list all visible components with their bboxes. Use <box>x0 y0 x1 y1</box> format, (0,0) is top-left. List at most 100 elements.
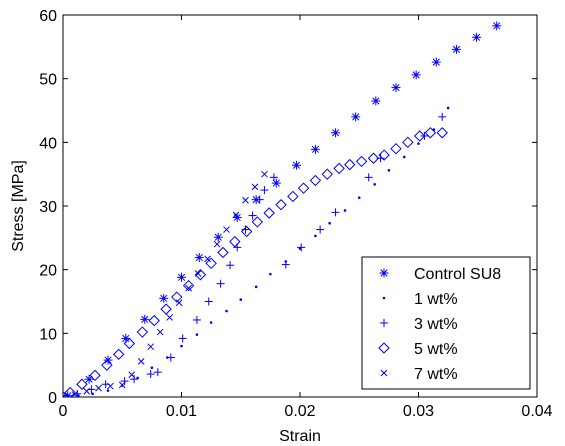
data-point <box>271 178 281 188</box>
data-point <box>402 136 414 149</box>
y-tick-label: 50 <box>39 72 57 89</box>
y-tick-label: 0 <box>48 390 57 407</box>
data-point <box>175 299 183 307</box>
data-point <box>225 309 228 313</box>
data-point <box>451 44 461 54</box>
data-point <box>240 225 253 238</box>
x-tick-label: 0.02 <box>284 403 315 420</box>
legend-label: 1 wt% <box>414 291 458 308</box>
data-point <box>436 127 448 139</box>
data-point <box>291 160 301 170</box>
data-point <box>316 225 325 234</box>
data-point <box>156 328 164 336</box>
data-point <box>136 376 139 380</box>
data-point <box>232 211 240 219</box>
data-point <box>229 235 241 248</box>
data-point <box>390 142 402 155</box>
data-point <box>446 106 450 110</box>
data-point <box>417 142 420 145</box>
data-point <box>77 394 80 397</box>
data-point <box>248 211 257 220</box>
data-point <box>287 190 299 203</box>
data-point <box>411 70 421 80</box>
data-point <box>260 186 269 195</box>
legend-marker <box>380 319 388 327</box>
data-point <box>136 326 149 338</box>
data-point <box>226 261 235 270</box>
x-tick-label: 0.01 <box>166 403 197 420</box>
series-diamond <box>63 127 448 397</box>
data-point <box>166 314 174 321</box>
data-point <box>387 169 391 172</box>
data-point <box>321 168 333 180</box>
data-point <box>314 234 317 238</box>
legend-marker <box>382 296 386 300</box>
data-point <box>239 298 243 301</box>
data-point <box>205 257 217 270</box>
y-tick-label: 30 <box>39 199 57 216</box>
data-point <box>153 368 162 377</box>
data-point <box>351 112 361 122</box>
axis-tick-labels: 0 0.01 0.02 0.03 0.04 0 10 20 30 40 50 60 <box>39 8 552 420</box>
data-point <box>83 387 91 395</box>
data-point <box>213 232 223 242</box>
data-point <box>364 173 373 182</box>
data-point <box>64 386 76 397</box>
data-point <box>103 355 113 365</box>
y-tick-label: 20 <box>39 263 57 280</box>
data-point <box>178 334 187 343</box>
legend-label: 7 wt% <box>414 366 458 383</box>
series-plus <box>63 112 447 397</box>
data-point <box>166 353 175 362</box>
legend-box <box>361 256 531 390</box>
legend-label: Control SU8 <box>414 266 501 283</box>
data-point <box>137 357 145 365</box>
data-point <box>275 199 287 211</box>
data-point <box>89 369 101 382</box>
data-point <box>182 279 195 292</box>
series-x <box>63 170 268 397</box>
data-point <box>171 291 183 303</box>
data-point <box>204 255 211 263</box>
data-point <box>213 240 221 248</box>
data-point <box>241 225 250 234</box>
x-tick-label: 0.03 <box>403 403 434 420</box>
data-point <box>147 343 155 351</box>
data-point <box>297 243 306 252</box>
data-point <box>492 21 502 31</box>
data-point <box>204 297 213 306</box>
data-point <box>159 293 169 303</box>
data-point <box>185 284 192 292</box>
legend-label: 5 wt% <box>414 341 458 358</box>
data-point <box>118 381 126 389</box>
data-point <box>402 155 406 159</box>
data-point <box>101 359 113 371</box>
y-tick-label: 60 <box>39 8 57 25</box>
data-point <box>91 392 94 396</box>
data-point <box>310 144 320 154</box>
data-point <box>431 57 441 67</box>
data-point <box>112 348 125 361</box>
data-point <box>63 393 67 397</box>
data-point <box>150 366 154 370</box>
data-point <box>192 315 201 324</box>
data-point <box>391 83 401 93</box>
data-point <box>242 196 249 204</box>
data-point <box>309 174 322 187</box>
data-point <box>76 378 88 390</box>
data-point <box>367 152 380 164</box>
data-point <box>343 209 347 212</box>
data-point <box>148 314 160 327</box>
data-point <box>160 303 172 315</box>
data-point <box>378 149 390 161</box>
data-point <box>373 183 376 186</box>
legend-marker <box>378 342 390 354</box>
data-point <box>438 112 447 121</box>
data-point <box>297 182 310 194</box>
data-point <box>95 384 102 392</box>
data-point <box>120 377 129 386</box>
data-point <box>263 207 275 219</box>
data-point <box>269 173 278 182</box>
data-point <box>251 183 259 191</box>
data-point <box>209 321 213 324</box>
